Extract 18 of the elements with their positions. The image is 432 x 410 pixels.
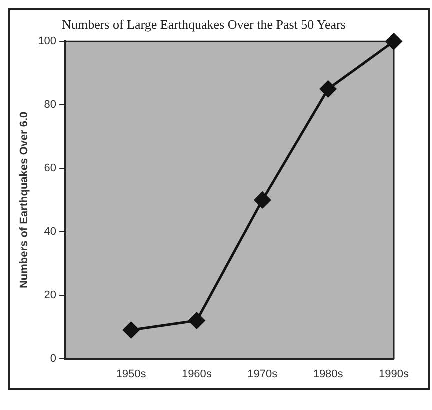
y-tick-label: 0 xyxy=(50,352,57,365)
x-tick-label: 1990s xyxy=(379,368,410,380)
point xyxy=(320,80,337,98)
x-tick-label: 1970s xyxy=(248,368,278,380)
x-tick-label: 1950s xyxy=(116,368,147,380)
x-tick-label: 1960s xyxy=(182,368,212,380)
point xyxy=(122,322,140,338)
point xyxy=(188,312,206,329)
x-tick-label: 1980s xyxy=(313,368,344,380)
y-tick-label: 100 xyxy=(38,36,57,48)
y-tick-label: 40 xyxy=(44,226,57,238)
y-axis-title: Numbers of Earthquakes Over 6.0 xyxy=(18,112,31,289)
y-tick-label: 60 xyxy=(44,162,57,175)
point xyxy=(254,192,271,208)
point xyxy=(386,33,402,50)
y-tick-label: 80 xyxy=(44,99,57,112)
y-tick-label: 20 xyxy=(44,289,57,302)
chart-title: Numbers of Large Earthquakes Over the Past 50 Years xyxy=(62,17,346,32)
